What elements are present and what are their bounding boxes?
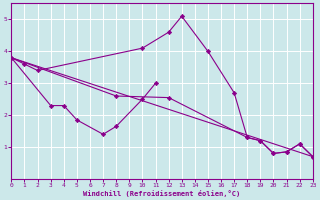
X-axis label: Windchill (Refroidissement éolien,°C): Windchill (Refroidissement éolien,°C) <box>84 190 241 197</box>
